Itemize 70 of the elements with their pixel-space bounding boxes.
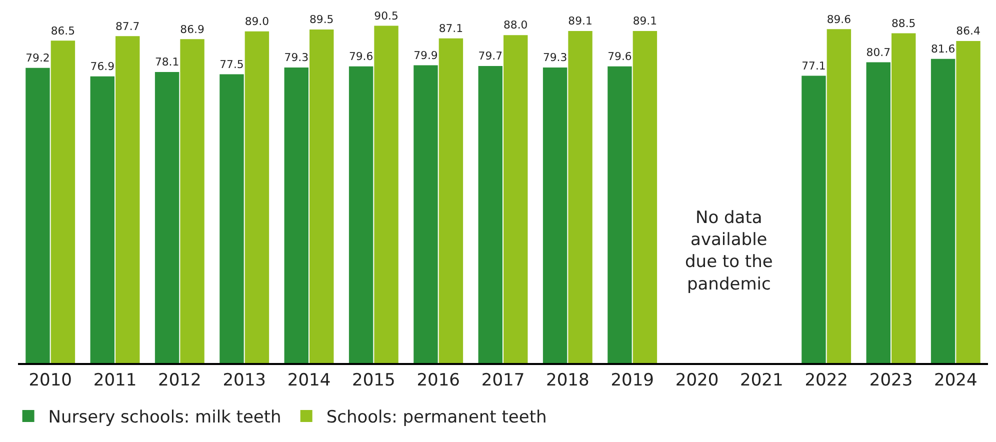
data-label: 76.9 bbox=[90, 60, 115, 74]
bar bbox=[90, 76, 114, 363]
x-tick-label: 2023 bbox=[869, 370, 913, 390]
bar bbox=[956, 41, 980, 363]
bar bbox=[414, 65, 438, 363]
bar bbox=[438, 38, 464, 363]
x-tick-label: 2012 bbox=[158, 370, 202, 390]
data-label: 88.0 bbox=[504, 18, 528, 32]
bar bbox=[504, 35, 528, 363]
x-tick-label: 2017 bbox=[481, 370, 525, 390]
bar bbox=[116, 36, 140, 363]
bar bbox=[154, 72, 180, 363]
data-label: 79.3 bbox=[542, 51, 568, 64]
x-tick-label: 2011 bbox=[93, 370, 137, 390]
bar bbox=[632, 30, 658, 363]
data-label: 79.6 bbox=[348, 50, 374, 64]
bar bbox=[608, 66, 632, 363]
data-label: 89.6 bbox=[826, 12, 852, 26]
x-tick-label: 2016 bbox=[416, 370, 460, 390]
x-tick-label: 2022 bbox=[804, 370, 848, 390]
bar bbox=[568, 30, 592, 363]
data-label: 78.1 bbox=[154, 56, 180, 69]
bar bbox=[892, 33, 916, 363]
data-label: 90.5 bbox=[374, 9, 398, 22]
x-tick-label: 2015 bbox=[352, 370, 396, 390]
bar bbox=[50, 40, 76, 363]
bar bbox=[802, 76, 826, 363]
annotation: No data available due to the pandemic bbox=[685, 208, 773, 294]
bar bbox=[866, 62, 890, 363]
data-label: 79.6 bbox=[608, 50, 632, 64]
data-label: 79.9 bbox=[414, 48, 438, 62]
x-tick-label: 2024 bbox=[934, 370, 978, 390]
bar bbox=[478, 66, 502, 363]
data-label: 89.5 bbox=[310, 13, 334, 26]
x-tick-label: 2014 bbox=[287, 370, 331, 390]
bar bbox=[220, 74, 244, 363]
data-label: 86.5 bbox=[50, 24, 76, 38]
data-label: 77.1 bbox=[802, 59, 826, 72]
data-label: 88.5 bbox=[892, 16, 916, 30]
bar bbox=[180, 39, 204, 363]
bar bbox=[826, 29, 852, 363]
legend-label: Schools: permanent teeth bbox=[326, 408, 547, 428]
data-label: 86.4 bbox=[956, 24, 980, 38]
x-tick-label: 2020 bbox=[675, 370, 719, 390]
data-label: 79.2 bbox=[26, 52, 50, 65]
legend-label: Nursery schools: milk teeth bbox=[48, 408, 282, 428]
data-label: 87.1 bbox=[438, 22, 464, 36]
bar bbox=[930, 58, 956, 363]
data-label: 89.1 bbox=[568, 14, 592, 28]
data-label: 87.7 bbox=[116, 20, 140, 33]
bar bbox=[310, 29, 334, 363]
bar bbox=[374, 26, 398, 363]
data-label: 79.7 bbox=[478, 50, 502, 63]
data-label: 77.5 bbox=[220, 58, 244, 71]
x-tick-label: 2019 bbox=[610, 370, 654, 390]
bar bbox=[348, 66, 374, 363]
x-tick-label: 2013 bbox=[222, 370, 266, 390]
x-tick-label: 2021 bbox=[740, 370, 784, 390]
bar bbox=[284, 67, 308, 363]
x-tick-label: 2010 bbox=[28, 370, 72, 390]
data-label: 89.0 bbox=[244, 14, 270, 28]
data-label: 81.6 bbox=[930, 42, 956, 56]
data-label: 79.3 bbox=[284, 51, 309, 64]
bar bbox=[542, 67, 568, 363]
data-label: 89.1 bbox=[632, 14, 658, 28]
data-label: 86.9 bbox=[180, 22, 204, 36]
bar bbox=[244, 31, 270, 363]
x-tick-label: 2018 bbox=[546, 370, 590, 390]
bar bbox=[26, 68, 50, 363]
data-label: 80.7 bbox=[866, 46, 890, 59]
